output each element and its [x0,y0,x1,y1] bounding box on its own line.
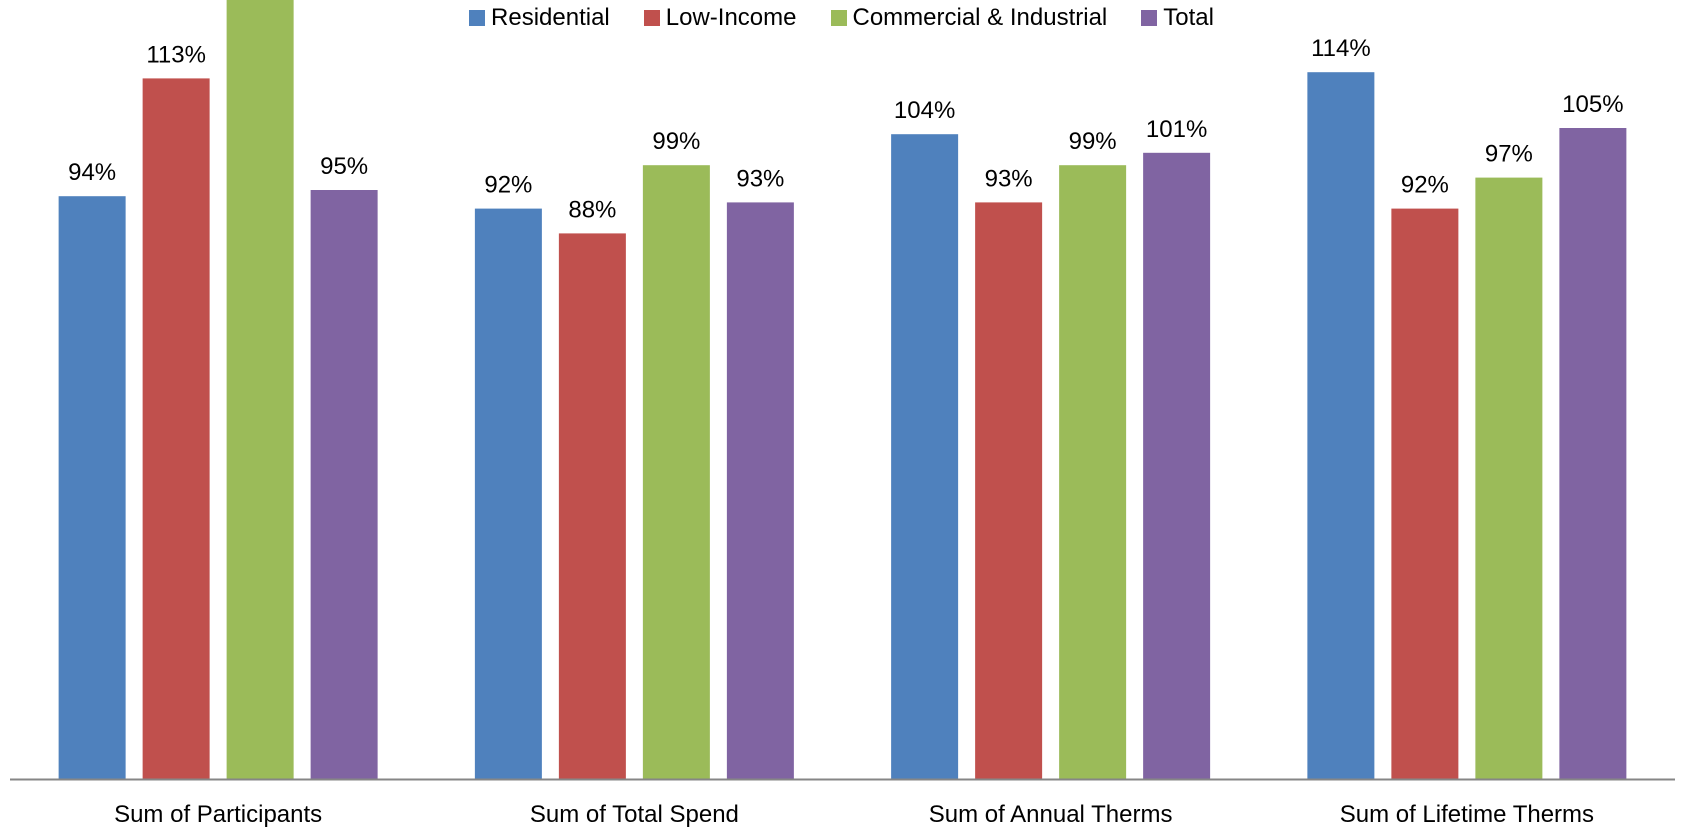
data-label-total-sum-of-annual-therms: 101% [1146,116,1207,143]
bar-total-sum-of-annual-therms [1143,152,1211,780]
data-label-commercial-industrial-sum-of-lifetime-therms: 97% [1485,141,1533,168]
bar-commercial-industrial-sum-of-total-spend [642,165,710,779]
data-label-residential-sum-of-total-spend: 92% [484,172,532,199]
data-label-commercial-industrial-sum-of-annual-therms: 99% [1069,128,1117,155]
bar-total-sum-of-participants [310,190,378,779]
data-label-low-income-sum-of-total-spend: 88% [568,196,616,223]
data-label-total-sum-of-participants: 95% [320,153,368,180]
legend-item-commercial-industrial: Commercial & Industrial [830,4,1108,32]
bar-commercial-industrial-sum-of-lifetime-therms [1475,177,1543,780]
bar-residential-sum-of-lifetime-therms [1307,72,1375,779]
legend-label-residential: Residential [491,4,610,31]
x-tick-label-sum-of-total-spend: Sum of Total Spend [530,801,739,828]
legend-swatch-residential [469,10,486,26]
x-tick-label-sum-of-lifetime-therms: Sum of Lifetime Therms [1340,801,1594,828]
bar-residential-sum-of-total-spend [474,208,542,780]
bar-commercial-industrial-sum-of-participants [226,0,294,779]
bar-residential-sum-of-participants [58,196,126,779]
data-label-low-income-sum-of-lifetime-therms: 92% [1401,172,1449,199]
bar-low-income-sum-of-total-spend [558,233,626,779]
data-label-residential-sum-of-annual-therms: 104% [894,97,955,124]
data-label-total-sum-of-lifetime-therms: 105% [1562,91,1623,118]
bar-commercial-industrial-sum-of-annual-therms [1059,165,1127,779]
bar-total-sum-of-lifetime-therms [1559,128,1627,779]
legend-item-residential: Residential [469,4,610,32]
legend-item-low-income: Low-Income [643,4,797,32]
data-label-residential-sum-of-lifetime-therms: 114% [1311,35,1371,62]
data-label-low-income-sum-of-annual-therms: 93% [985,165,1033,192]
data-label-residential-sum-of-participants: 94% [68,159,116,186]
legend-swatch-commercial-industrial [830,10,847,26]
legend: Residential Low-Income Commercial & Indu… [0,4,1683,32]
data-label-total-sum-of-total-spend: 93% [736,165,784,192]
legend-swatch-low-income [643,10,660,26]
data-label-low-income-sum-of-participants: 113% [146,41,206,68]
bar-low-income-sum-of-annual-therms [975,202,1043,779]
bar-low-income-sum-of-participants [142,78,210,779]
legend-label-total: Total [1163,4,1214,31]
legend-label-low-income: Low-Income [665,4,797,31]
data-label-commercial-industrial-sum-of-total-spend: 99% [652,128,700,155]
bar-low-income-sum-of-lifetime-therms [1391,208,1459,780]
legend-item-total: Total [1141,4,1214,32]
x-tick-label-sum-of-participants: Sum of Participants [114,801,322,828]
legend-swatch-total [1141,10,1158,26]
bar-residential-sum-of-annual-therms [891,134,959,779]
bar-total-sum-of-total-spend [726,202,794,779]
legend-label-commercial-industrial: Commercial & Industrial [852,4,1108,31]
x-tick-label-sum-of-annual-therms: Sum of Annual Therms [929,801,1173,828]
